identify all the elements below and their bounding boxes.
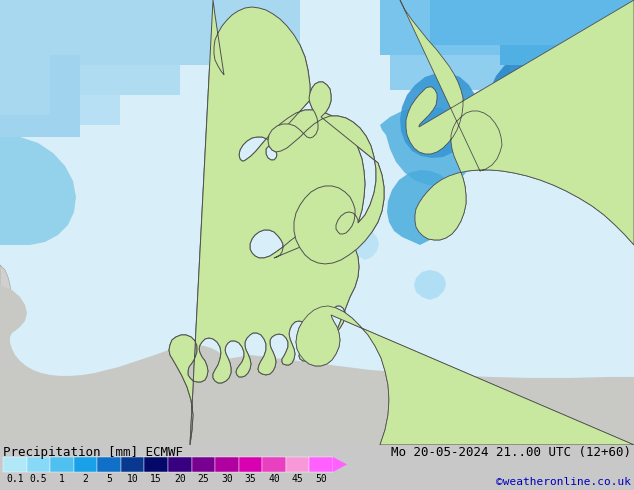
Bar: [0, 0, 300, 65]
Bar: [3, 457, 27, 472]
Polygon shape: [0, 400, 634, 445]
Text: 50: 50: [315, 474, 327, 484]
Polygon shape: [169, 0, 365, 445]
Polygon shape: [169, 0, 365, 445]
Text: Mo 20-05-2024 21..00 UTC (12+60): Mo 20-05-2024 21..00 UTC (12+60): [391, 446, 631, 459]
Polygon shape: [0, 415, 634, 445]
Polygon shape: [400, 0, 634, 245]
Bar: [380, 0, 560, 55]
Bar: [500, 45, 634, 65]
Text: 40: 40: [268, 474, 280, 484]
Bar: [191, 457, 215, 472]
Polygon shape: [296, 306, 634, 445]
Polygon shape: [0, 245, 20, 445]
Bar: [0, 95, 120, 125]
Text: 5: 5: [106, 474, 112, 484]
Text: 35: 35: [245, 474, 256, 484]
Text: 15: 15: [150, 474, 162, 484]
Polygon shape: [414, 270, 446, 300]
Polygon shape: [400, 73, 478, 158]
Bar: [27, 457, 50, 472]
Bar: [145, 457, 168, 472]
Bar: [97, 457, 121, 472]
Polygon shape: [268, 82, 384, 264]
Polygon shape: [387, 170, 455, 245]
Polygon shape: [489, 56, 572, 155]
Bar: [309, 457, 333, 472]
Bar: [74, 457, 97, 472]
Text: 30: 30: [221, 474, 233, 484]
Bar: [121, 457, 145, 472]
Bar: [430, 0, 634, 45]
Text: 45: 45: [292, 474, 304, 484]
Bar: [239, 457, 262, 472]
Text: 25: 25: [197, 474, 209, 484]
Bar: [215, 457, 239, 472]
Bar: [0, 55, 80, 137]
Polygon shape: [0, 225, 23, 445]
Polygon shape: [380, 106, 475, 185]
Text: 1: 1: [59, 474, 65, 484]
Bar: [50, 457, 74, 472]
Text: 10: 10: [127, 474, 138, 484]
Bar: [0, 0, 160, 445]
Bar: [0, 65, 180, 95]
Polygon shape: [0, 285, 634, 445]
Polygon shape: [268, 82, 384, 264]
Polygon shape: [0, 265, 23, 445]
Text: 20: 20: [174, 474, 186, 484]
Bar: [168, 457, 191, 472]
Text: 2: 2: [82, 474, 88, 484]
Polygon shape: [400, 0, 634, 245]
Bar: [390, 55, 510, 90]
Bar: [0, 55, 50, 115]
Bar: [262, 457, 286, 472]
Bar: [286, 457, 309, 472]
Polygon shape: [0, 135, 76, 245]
Text: 0.1: 0.1: [6, 474, 23, 484]
Polygon shape: [351, 230, 379, 260]
Polygon shape: [296, 306, 634, 445]
Polygon shape: [333, 457, 347, 472]
Text: ©weatheronline.co.uk: ©weatheronline.co.uk: [496, 477, 631, 487]
Text: 0.5: 0.5: [30, 474, 47, 484]
Text: Precipitation [mm] ECMWF: Precipitation [mm] ECMWF: [3, 446, 183, 459]
Polygon shape: [0, 390, 634, 445]
